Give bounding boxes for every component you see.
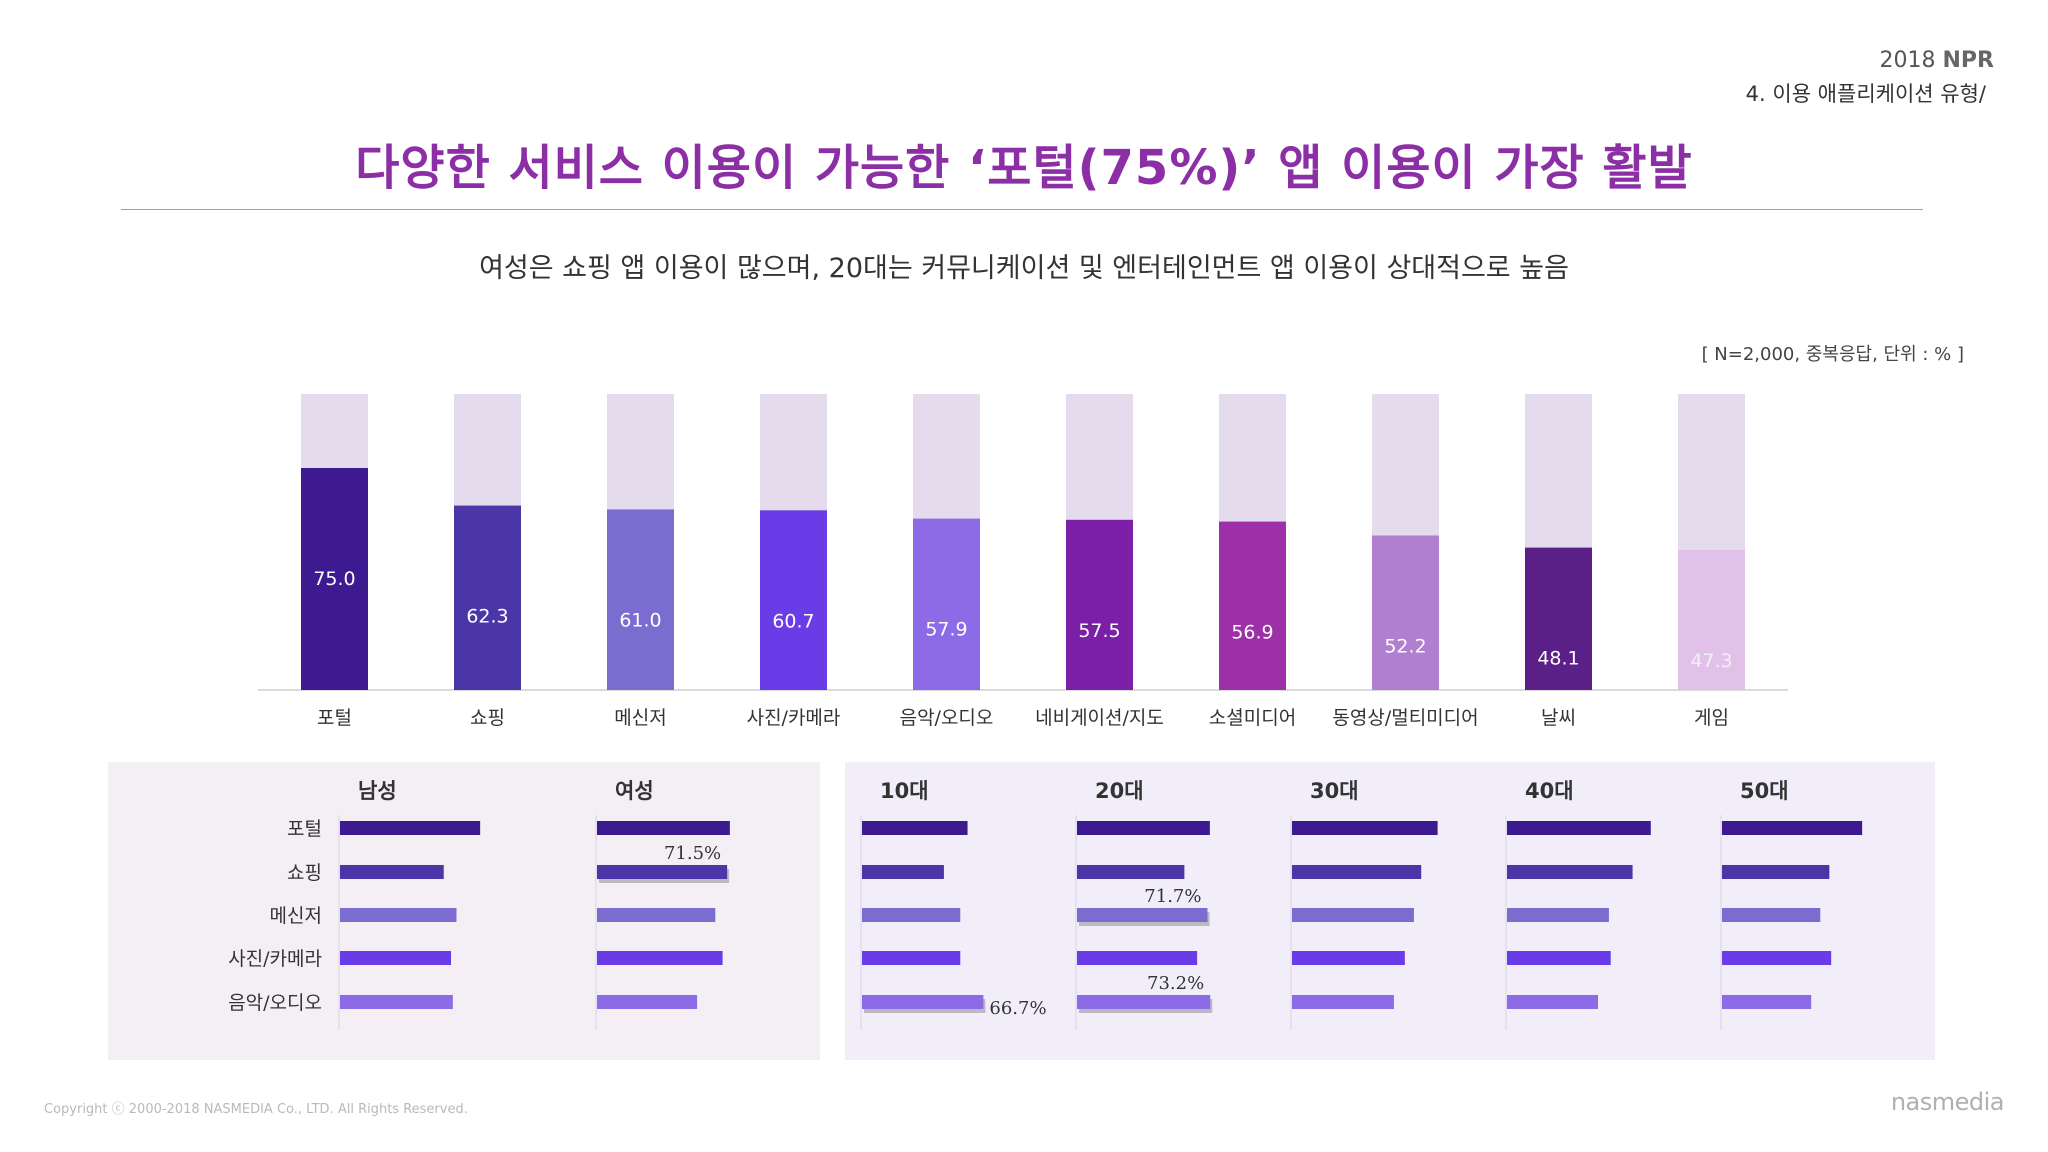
- nasmedia-logo: nasmedia: [1890, 1088, 2005, 1116]
- bar-value-label: 56.9: [1231, 622, 1273, 644]
- hbar: [340, 995, 453, 1009]
- category-label: 포털: [317, 707, 352, 729]
- group-header-label: 40대: [1525, 779, 1574, 803]
- hbar: [1292, 951, 1405, 965]
- annotation-label: 73.2%: [1147, 973, 1204, 994]
- category-label: 날씨: [1541, 707, 1576, 729]
- header-section: 4. 이용 애플리케이션 유형/: [1745, 82, 1986, 106]
- hbar: [340, 951, 452, 965]
- hbar: [1507, 821, 1651, 835]
- page-title: 다양한 서비스 이용이 가능한 ‘포털(75%)’ 앱 이용이 가장 활발: [355, 140, 1693, 196]
- bar: [1219, 521, 1286, 690]
- bar-value-label: 52.2: [1384, 635, 1426, 657]
- header-year: 2018 NPR: [1880, 48, 1994, 73]
- hbar: [1077, 865, 1185, 879]
- hbar: [597, 865, 728, 879]
- group-header-label: 50대: [1740, 779, 1789, 803]
- copyright-text: Copyright ⓒ 2000-2018 NASMEDIA Co., LTD.…: [44, 1102, 468, 1117]
- bar: [1372, 535, 1439, 690]
- group-header-label: 남성: [358, 779, 397, 803]
- hbar: [1507, 908, 1609, 922]
- group-header-label: 여성: [615, 779, 654, 803]
- header-year-text: 2018: [1879, 48, 1936, 73]
- bar: [1678, 549, 1745, 690]
- hbar: [1507, 865, 1633, 879]
- page-subtitle: 여성은 쇼핑 앱 이용이 많으며, 20대는 커뮤니케이션 및 엔터테인먼트 앱…: [479, 253, 1569, 284]
- header-brand: NPR: [1942, 48, 1994, 73]
- hbar: [1077, 908, 1208, 922]
- row-category-label: 포털: [287, 818, 322, 840]
- bar: [454, 505, 521, 690]
- hbar: [1507, 951, 1611, 965]
- category-label: 네비게이션/지도: [1035, 707, 1164, 729]
- hbar: [1292, 995, 1394, 1009]
- title-divider: [121, 209, 1923, 210]
- hbar: [862, 995, 984, 1009]
- hbar: [1292, 865, 1422, 879]
- category-label: 게임: [1694, 707, 1729, 729]
- category-label: 사진/카메라: [747, 707, 841, 729]
- bar-value-label: 48.1: [1537, 648, 1579, 670]
- hbar: [340, 865, 444, 879]
- hbar: [1722, 865, 1830, 879]
- hbar: [597, 821, 730, 835]
- hbar: [1507, 995, 1598, 1009]
- category-label: 메신저: [614, 707, 666, 729]
- main-bar-chart: 75.0 포털 62.3 쇼핑 61.0 메신저 60.7 사진/카메라 57.9 음악/오디오 5…: [258, 394, 1788, 729]
- row-category-label: 쇼핑: [287, 862, 322, 884]
- hbar: [862, 908, 961, 922]
- bar-value-label: 47.3: [1690, 650, 1732, 672]
- group-header-label: 30대: [1310, 779, 1359, 803]
- hbar: [862, 865, 944, 879]
- row-category-label: 음악/오디오: [228, 992, 322, 1014]
- hbar: [1722, 951, 1832, 965]
- bar: [1066, 519, 1133, 690]
- group-header-label: 10대: [880, 779, 929, 803]
- category-label: 소셜미디어: [1209, 707, 1296, 729]
- category-label: 동영상/멀티미디어: [1332, 707, 1478, 729]
- bar: [760, 510, 827, 690]
- bar: [607, 509, 674, 690]
- hbar: [597, 951, 723, 965]
- row-category-label: 사진/카메라: [228, 948, 322, 970]
- annotation-label: 71.5%: [664, 843, 721, 864]
- hbar: [340, 821, 481, 835]
- hbar: [1292, 908, 1414, 922]
- hbar: [1292, 821, 1438, 835]
- bar-value-label: 62.3: [466, 606, 508, 628]
- annotation-label: 66.7%: [989, 998, 1046, 1019]
- bar-value-label: 57.5: [1078, 620, 1120, 642]
- bar: [1525, 547, 1592, 690]
- bar-value-label: 61.0: [619, 609, 661, 631]
- bar-value-label: 75.0: [313, 568, 355, 590]
- hbar: [862, 951, 961, 965]
- group-header-label: 20대: [1095, 779, 1144, 803]
- row-category-label: 메신저: [270, 905, 322, 927]
- hbar: [862, 821, 968, 835]
- bar: [301, 468, 368, 690]
- hbar: [1722, 995, 1812, 1009]
- bar-value-label: 60.7: [772, 610, 814, 632]
- hbar: [1722, 908, 1821, 922]
- hbar: [1077, 995, 1211, 1009]
- sample-note: [ N=2,000, 중복응답, 단위 : % ]: [1701, 344, 1964, 365]
- hbar: [597, 995, 698, 1009]
- bar: [913, 518, 980, 690]
- hbar: [1077, 821, 1210, 835]
- annotation-label: 71.7%: [1144, 886, 1201, 907]
- hbar: [1077, 951, 1198, 965]
- category-label: 쇼핑: [470, 707, 505, 729]
- hbar: [1722, 821, 1863, 835]
- hbar: [597, 908, 716, 922]
- hbar: [340, 908, 457, 922]
- bar-value-label: 57.9: [925, 619, 967, 641]
- category-label: 음악/오디오: [900, 707, 994, 729]
